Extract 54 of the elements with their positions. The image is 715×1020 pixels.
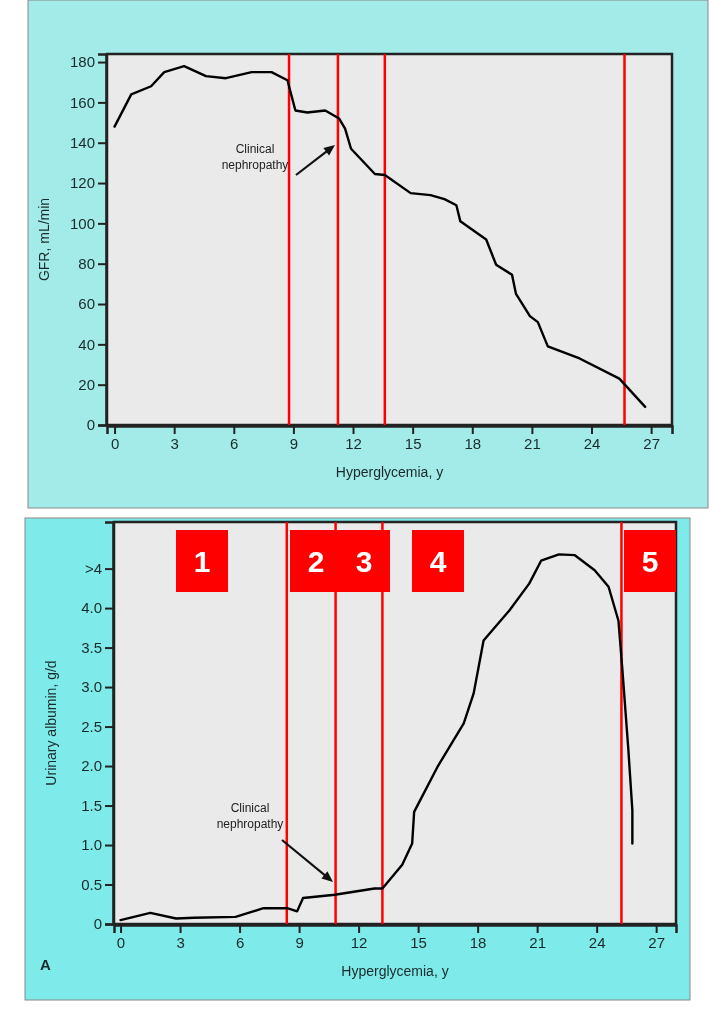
x-tick-label: 15 xyxy=(410,933,427,951)
x-tick-label: 18 xyxy=(464,434,482,452)
y-tick-label: 3.5 xyxy=(81,638,102,656)
y-axis-title: Urinary albumin, g/d xyxy=(43,660,59,786)
x-tick-label: 6 xyxy=(230,434,239,452)
x-tick-label: 0 xyxy=(116,933,126,951)
x-tick-label: 27 xyxy=(648,933,666,951)
x-axis-title: Hyperglycemia, y xyxy=(341,963,449,979)
annotation: 2 xyxy=(307,545,325,578)
line-series xyxy=(113,64,647,409)
y-tick-label: 2.5 xyxy=(81,717,102,735)
x-tick-label: 21 xyxy=(524,434,541,452)
x-tick-label: 9 xyxy=(295,933,304,951)
annotation: 4 xyxy=(429,545,447,578)
y-tick-label: 20 xyxy=(78,375,95,393)
x-tick-label: 3 xyxy=(176,933,185,951)
y-tick-label: 2.0 xyxy=(81,757,102,775)
y-tick-label: >4 xyxy=(84,559,102,577)
y-tick-label: 4.0 xyxy=(81,599,102,617)
x-axis-title: Hyperglycemia, y xyxy=(335,464,444,480)
y-tick-label: 1.5 xyxy=(81,796,102,814)
x-tick-label: 18 xyxy=(469,933,487,951)
y-axis-title: GFR, mL/min xyxy=(36,197,52,282)
x-tick-label: 9 xyxy=(289,434,299,452)
y-tick-label: 180 xyxy=(69,53,95,71)
x-tick-label: 15 xyxy=(404,434,422,452)
annotation: 3 xyxy=(355,545,373,578)
y-tick-label: 60 xyxy=(78,295,95,313)
y-tick-label: 80 xyxy=(78,255,95,272)
line-series xyxy=(119,553,634,922)
y-tick-label: 0 xyxy=(86,416,95,434)
y-tick-label: 120 xyxy=(69,174,95,192)
y-tick-label: 100 xyxy=(69,214,95,232)
x-tick-label: 24 xyxy=(588,933,606,951)
x-tick-label: 21 xyxy=(529,933,546,951)
y-tick-label: 1.0 xyxy=(81,836,102,854)
x-tick-label: 12 xyxy=(350,933,368,951)
x-tick-label: 6 xyxy=(235,933,245,951)
annotation: 5 xyxy=(641,545,659,578)
x-tick-label: 12 xyxy=(345,434,362,452)
x-tick-label: 3 xyxy=(170,434,179,452)
annotation: Clinical nephropathy xyxy=(221,142,289,172)
x-tick-label: 24 xyxy=(583,434,601,452)
x-tick-label: 27 xyxy=(643,434,660,452)
y-tick-label: 160 xyxy=(69,93,95,111)
y-tick-label: 40 xyxy=(78,335,95,353)
y-tick-label: 140 xyxy=(69,134,95,152)
y-tick-label: 0.5 xyxy=(81,875,102,893)
y-tick-label: 3.0 xyxy=(81,678,102,696)
annotation: Clinical nephropathy xyxy=(216,801,284,831)
text: A xyxy=(40,956,51,973)
x-tick-label: 0 xyxy=(110,434,120,452)
annotation: 1 xyxy=(193,545,211,578)
y-tick-label: 0 xyxy=(93,915,102,933)
